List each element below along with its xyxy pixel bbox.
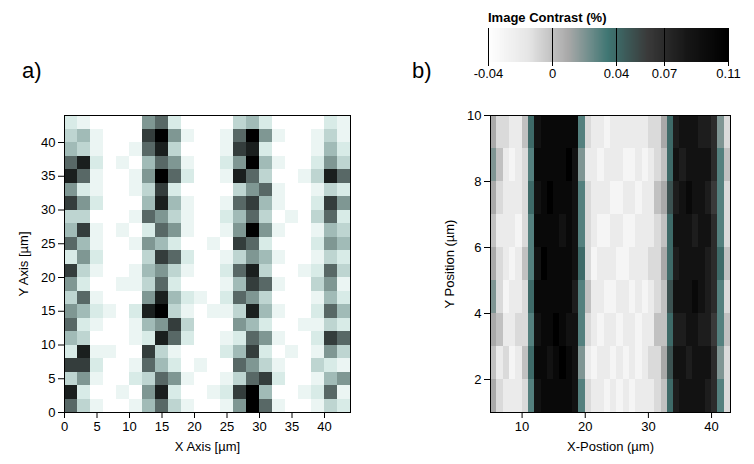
svg-text:0: 0 bbox=[48, 405, 55, 420]
svg-text:0: 0 bbox=[549, 66, 556, 81]
svg-text:30: 30 bbox=[252, 419, 266, 434]
svg-text:0: 0 bbox=[61, 419, 68, 434]
svg-text:Image Contrast (%): Image Contrast (%) bbox=[488, 10, 606, 25]
svg-text:15: 15 bbox=[41, 303, 55, 318]
svg-text:5: 5 bbox=[48, 371, 55, 386]
svg-text:20: 20 bbox=[41, 270, 55, 285]
svg-text:40: 40 bbox=[317, 419, 331, 434]
svg-text:15: 15 bbox=[155, 419, 169, 434]
svg-text:40: 40 bbox=[704, 419, 718, 434]
svg-text:2: 2 bbox=[474, 372, 481, 387]
svg-text:40: 40 bbox=[41, 135, 55, 150]
html-text:b): b) bbox=[412, 58, 432, 83]
svg-text:20: 20 bbox=[187, 419, 201, 434]
svg-text:10: 10 bbox=[122, 419, 136, 434]
svg-text:0.04: 0.04 bbox=[604, 66, 629, 81]
svg-text:-0.04: -0.04 bbox=[474, 66, 504, 81]
svg-text:X-Postion (µm): X-Postion (µm) bbox=[567, 439, 654, 454]
svg-text:30: 30 bbox=[41, 202, 55, 217]
svg-text:0.07: 0.07 bbox=[652, 66, 677, 81]
svg-text:35: 35 bbox=[285, 419, 299, 434]
svg-text:10: 10 bbox=[467, 108, 481, 123]
svg-text:25: 25 bbox=[41, 236, 55, 251]
svg-text:25: 25 bbox=[220, 419, 234, 434]
svg-text:10: 10 bbox=[515, 419, 529, 434]
svg-text:10: 10 bbox=[41, 337, 55, 352]
html-text:a): a) bbox=[22, 58, 42, 83]
svg-text:0.11: 0.11 bbox=[716, 66, 740, 81]
svg-text:30: 30 bbox=[641, 419, 655, 434]
svg-text:Y Axis [µm]: Y Axis [µm] bbox=[16, 231, 31, 296]
svg-text:Y Position (µm): Y Position (µm) bbox=[442, 220, 457, 309]
svg-text:6: 6 bbox=[474, 240, 481, 255]
svg-text:35: 35 bbox=[41, 168, 55, 183]
svg-text:8: 8 bbox=[474, 174, 481, 189]
svg-text:5: 5 bbox=[93, 419, 100, 434]
svg-text:4: 4 bbox=[474, 306, 481, 321]
svg-text:20: 20 bbox=[578, 419, 592, 434]
svg-text:X Axis [µm]: X Axis [µm] bbox=[175, 439, 240, 454]
